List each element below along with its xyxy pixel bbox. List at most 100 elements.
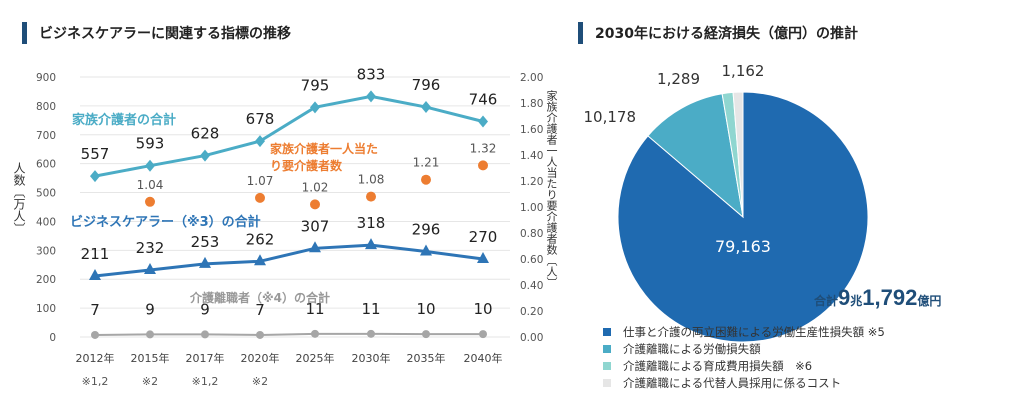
data-point-circle (310, 199, 320, 210)
series-name-label: ビジネスケアラー（※3）の合計 (70, 214, 261, 230)
pie-data-label: 1,162 (722, 62, 765, 80)
data-point-diamond (478, 115, 488, 128)
data-point-circle (422, 330, 430, 339)
pie-legend: 仕事と介護の両立困難による労働生産性損失額 ※5 介護離職による労働損失額 介護… (603, 323, 885, 391)
data-point-diamond (421, 101, 431, 114)
legend-swatch (603, 361, 611, 370)
x-tick-label: 2030年 (352, 351, 391, 365)
x-tick-label: 2017年 (186, 351, 225, 365)
series-name-label: 家族介護者の合計 (72, 112, 176, 128)
series-name-label: り要介護者数 (270, 158, 343, 173)
data-label: 795 (301, 76, 330, 94)
y2-tick-label: 0.20 (520, 306, 543, 318)
data-label: 1.08 (358, 173, 385, 187)
total-unit1: 兆 (850, 294, 863, 308)
y2-tick-label: 2.00 (520, 72, 543, 84)
y-tick-label: 700 (36, 130, 56, 142)
data-label: 1.32 (470, 141, 497, 155)
data-label: 1.07 (247, 174, 274, 188)
y-tick-label: 500 (36, 188, 56, 200)
data-point-circle (366, 191, 376, 202)
pie-total: 合計9兆1,792億円 (814, 285, 941, 311)
data-label: 746 (469, 90, 498, 108)
data-label: 253 (191, 233, 220, 251)
data-label: 318 (357, 214, 386, 232)
data-point-diamond (145, 159, 155, 172)
data-label: 296 (412, 220, 441, 238)
total-num1: 9 (838, 285, 851, 310)
y-axis-title: 人数〔万人〕 (12, 162, 26, 234)
data-point-triangle (365, 238, 377, 250)
data-label: 10 (473, 300, 492, 318)
data-label: 7 (90, 301, 100, 319)
data-label: 11 (361, 300, 380, 318)
legend-label: 介護離職による労働損失額 (623, 341, 761, 356)
legend-label: 介護離職による育成費用損失額 ※6 (623, 358, 813, 373)
legend-label: 仕事と介護の両立困難による労働生産性損失額 ※5 (623, 324, 885, 339)
total-unit2: 億円 (917, 294, 942, 308)
series-line (94, 243, 484, 278)
data-point-circle (146, 330, 154, 339)
y-tick-label: 100 (36, 303, 56, 315)
y2-tick-label: 1.00 (520, 202, 543, 214)
data-label: 833 (357, 65, 386, 83)
x-tick-note: ※2 (252, 375, 268, 388)
y-tick-label: 600 (36, 159, 56, 171)
data-point-circle (145, 196, 155, 207)
data-point-diamond (90, 170, 100, 183)
data-point-diamond (366, 90, 376, 103)
legend-item: 介護離職による労働損失額 (603, 340, 885, 357)
data-label: 262 (246, 230, 275, 248)
series-line (94, 94, 484, 178)
series-name-label: 家族介護者一人当た (270, 141, 378, 156)
x-tick-label: 2012年 (76, 351, 115, 365)
data-label: 270 (469, 228, 498, 246)
series-line (94, 332, 483, 336)
total-num2: 1,792 (862, 285, 918, 310)
pie-data-label: 10,178 (584, 108, 637, 126)
data-label: 628 (191, 125, 220, 143)
data-label: 1.02 (302, 180, 329, 194)
y2-tick-label: 1.20 (520, 176, 543, 188)
data-label: 232 (136, 239, 165, 257)
legend-label: 介護離職による代替人員採用に係るコスト (623, 375, 842, 390)
x-tick-label: 2015年 (131, 351, 170, 365)
y-tick-label: 0 (49, 332, 56, 344)
data-label: 557 (81, 145, 110, 163)
data-point-circle (256, 330, 264, 339)
legend-swatch (603, 327, 611, 336)
data-point-triangle (199, 256, 211, 268)
data-label: 796 (412, 76, 441, 94)
data-point-triangle (477, 252, 489, 263)
data-point-diamond (200, 149, 210, 162)
y-tick-label: 200 (36, 274, 56, 286)
legend-item: 介護離職による代替人員採用に係るコスト (603, 374, 885, 391)
x-tick-label: 2020年 (241, 351, 280, 365)
data-label: 9 (145, 300, 155, 318)
data-label: 7 (255, 301, 265, 319)
data-label: 1.04 (137, 178, 164, 192)
x-tick-label: 2035年 (407, 351, 446, 365)
pie-data-label: 79,163 (715, 237, 771, 256)
data-label: 10 (416, 300, 435, 318)
y2-tick-label: 1.80 (520, 98, 543, 110)
y-tick-label: 300 (36, 245, 56, 257)
data-label: 211 (81, 245, 110, 263)
pie-data-label: 1,289 (657, 70, 700, 88)
data-point-triangle (254, 254, 266, 266)
data-point-circle (479, 330, 487, 339)
total-prefix: 合計 (814, 294, 839, 308)
data-point-triangle (144, 262, 156, 274)
data-label: 11 (305, 300, 324, 318)
y2-tick-label: 0.00 (520, 332, 543, 344)
data-point-circle (201, 330, 209, 339)
data-point-triangle (420, 244, 432, 256)
y2-tick-label: 0.60 (520, 254, 543, 266)
data-point-circle (478, 160, 488, 171)
x-tick-label: 2025年 (296, 351, 335, 365)
x-tick-note: ※1,2 (82, 375, 109, 388)
y2-axis-title: 家族介護者一人当たり要介護者数〔人〕 (545, 90, 558, 288)
y-tick-label: 800 (36, 101, 56, 113)
data-label: 593 (136, 135, 165, 153)
